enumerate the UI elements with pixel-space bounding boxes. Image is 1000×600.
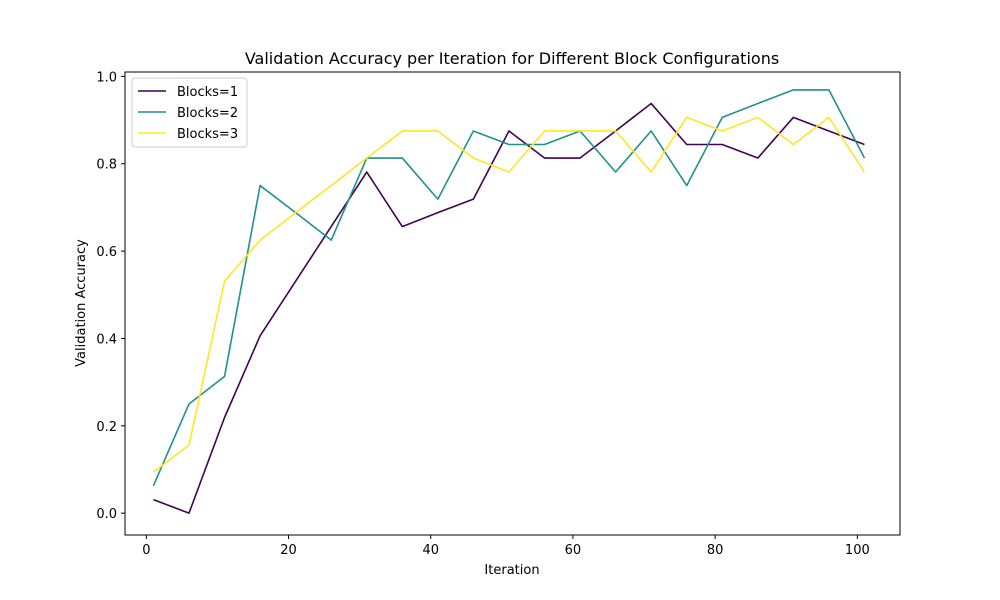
x-tick-label: 20 (280, 543, 297, 558)
x-tick-label: 80 (707, 543, 724, 558)
legend: Blocks=1 Blocks=2 Blocks=3 (131, 77, 248, 148)
y-tick-label: 1.0 (96, 70, 117, 85)
y-tick-label: 0.4 (96, 332, 117, 347)
x-tick-label: 0 (142, 543, 150, 558)
legend-box (131, 77, 248, 148)
plot-area (124, 71, 901, 536)
x-tick-label: 100 (845, 543, 870, 558)
x-tick-label: 40 (422, 543, 439, 558)
y-tick-label: 0.6 (96, 245, 117, 260)
chart-title: Validation Accuracy per Iteration for Di… (245, 49, 779, 68)
x-axis: 0 20 40 60 80 100 (142, 535, 870, 558)
series-line-blocks-1 (153, 102, 865, 514)
y-axis: 0.0 0.2 0.4 0.6 0.8 1.0 (96, 70, 125, 522)
legend-label: Blocks=3 (177, 127, 238, 142)
x-axis-label: Iteration (484, 563, 539, 578)
y-axis-label: Validation Accuracy (74, 239, 89, 367)
legend-label: Blocks=2 (177, 106, 238, 121)
y-tick-label: 0.8 (96, 158, 117, 173)
series-line-blocks-2 (152, 89, 866, 486)
x-tick-label: 60 (565, 543, 582, 558)
legend-label: Blocks=1 (177, 85, 238, 100)
series-lines (152, 89, 866, 514)
y-tick-label: 0.0 (96, 507, 117, 522)
y-tick-label: 0.2 (96, 420, 117, 435)
series-line-blocks-3 (152, 116, 866, 473)
